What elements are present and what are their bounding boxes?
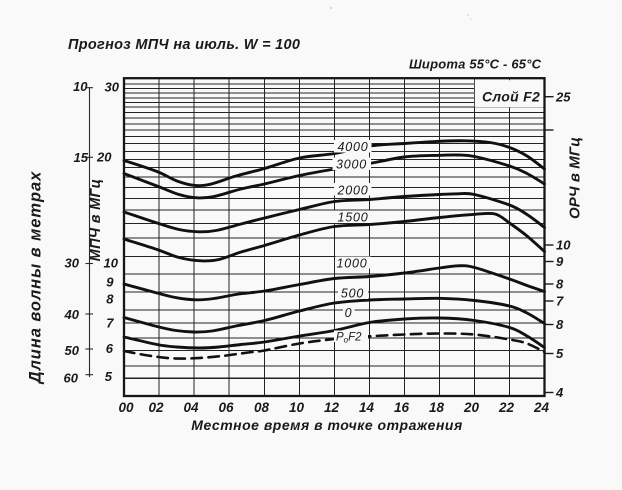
svg-text:8: 8 (106, 292, 114, 307)
svg-text:15: 15 (74, 150, 89, 165)
svg-text:8: 8 (556, 277, 564, 292)
svg-text:6: 6 (106, 341, 114, 356)
svg-text:25: 25 (555, 89, 571, 104)
svg-text:24: 24 (533, 400, 550, 415)
svg-text:Слой F2: Слой F2 (482, 89, 540, 105)
svg-text:12: 12 (324, 400, 340, 415)
svg-text:4: 4 (555, 385, 564, 400)
svg-text:9: 9 (556, 254, 564, 269)
svg-text:Прогноз МПЧ на июль. W = 100: Прогноз МПЧ на июль. W = 100 (68, 37, 300, 53)
svg-text:00: 00 (118, 400, 134, 415)
svg-text:PoF2: PoF2 (336, 332, 362, 345)
svg-text:МПЧ в МГц: МПЧ в МГц (88, 179, 104, 262)
svg-text:10: 10 (104, 256, 119, 271)
svg-text:5: 5 (105, 369, 113, 384)
svg-text:Длина волны в метрах: Длина волны в метрах (27, 171, 45, 386)
svg-text:4000: 4000 (337, 140, 368, 154)
svg-text:Широта 55°С - 65°С: Широта 55°С - 65°С (409, 57, 542, 72)
svg-text:2000: 2000 (336, 184, 368, 198)
svg-text:08: 08 (254, 400, 270, 415)
svg-text:14: 14 (359, 400, 375, 415)
svg-text:500: 500 (341, 287, 364, 301)
svg-text:5: 5 (556, 346, 564, 361)
svg-text:40: 40 (64, 307, 80, 322)
svg-text:1500: 1500 (337, 211, 368, 225)
svg-text:30: 30 (105, 80, 120, 95)
svg-text:8: 8 (556, 317, 564, 332)
svg-text:0: 0 (345, 306, 353, 320)
svg-text:60: 60 (64, 371, 79, 386)
svg-text:20: 20 (463, 400, 480, 415)
svg-text:1000: 1000 (336, 257, 367, 271)
svg-text:7: 7 (106, 316, 114, 331)
svg-text:Местное время в точке отражени: Местное время в точке отражения (191, 417, 462, 433)
svg-text:9: 9 (106, 275, 114, 290)
svg-text:02: 02 (148, 400, 164, 415)
svg-text:30: 30 (65, 256, 80, 271)
svg-text:7: 7 (556, 294, 564, 309)
svg-text:10: 10 (556, 238, 571, 253)
svg-text:50: 50 (65, 343, 80, 358)
svg-text:10: 10 (289, 400, 305, 415)
svg-text:22: 22 (498, 400, 515, 415)
svg-text:20: 20 (96, 150, 112, 165)
svg-text:3000: 3000 (336, 157, 367, 171)
svg-text:ОРЧ в МГц: ОРЧ в МГц (567, 137, 584, 219)
svg-text:06: 06 (218, 400, 234, 415)
svg-text:18: 18 (429, 400, 445, 415)
svg-text:16: 16 (394, 400, 410, 415)
svg-text:04: 04 (183, 400, 199, 415)
svg-text:10: 10 (73, 79, 88, 94)
